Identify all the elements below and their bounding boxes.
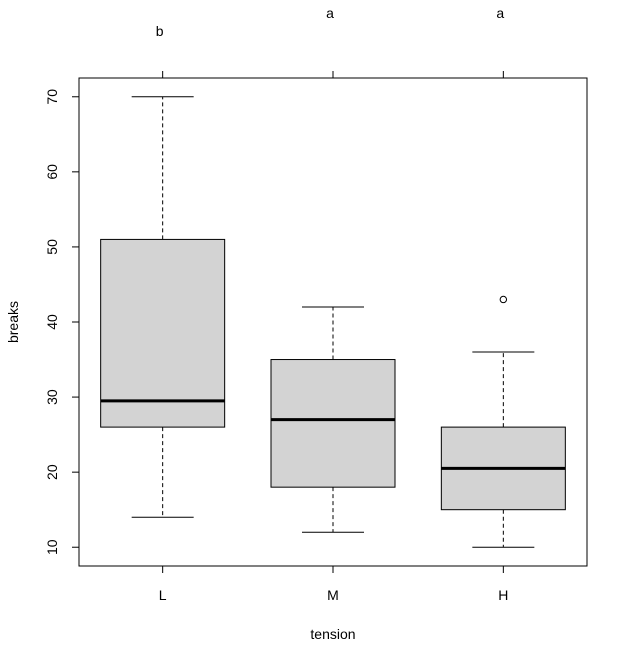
x-tick-label: H (498, 587, 508, 603)
box-iqr (100, 238, 226, 428)
x-tick-label: L (159, 587, 167, 603)
significance-letter: a (326, 5, 334, 21)
y-tick-label: 60 (44, 164, 60, 180)
y-tick-label: 30 (44, 389, 60, 405)
x-axis-title: tension (310, 626, 355, 642)
boxes (100, 96, 566, 548)
y-tick-label: 10 (44, 539, 60, 555)
y-axis-title: breaks (5, 301, 21, 343)
y-tick-label: 70 (44, 89, 60, 105)
outlier-point (499, 295, 508, 304)
significance-letter: a (496, 5, 504, 21)
box-iqr (270, 359, 396, 488)
y-tick-label: 20 (44, 464, 60, 480)
x-tick-label: M (327, 587, 339, 603)
significance-letter: b (156, 23, 164, 39)
y-tick-label: 50 (44, 239, 60, 255)
top-letter-axis: b a a (156, 5, 504, 78)
y-tick-label: 40 (44, 314, 60, 330)
y-axis: 10 20 30 40 50 60 70 (44, 89, 79, 555)
